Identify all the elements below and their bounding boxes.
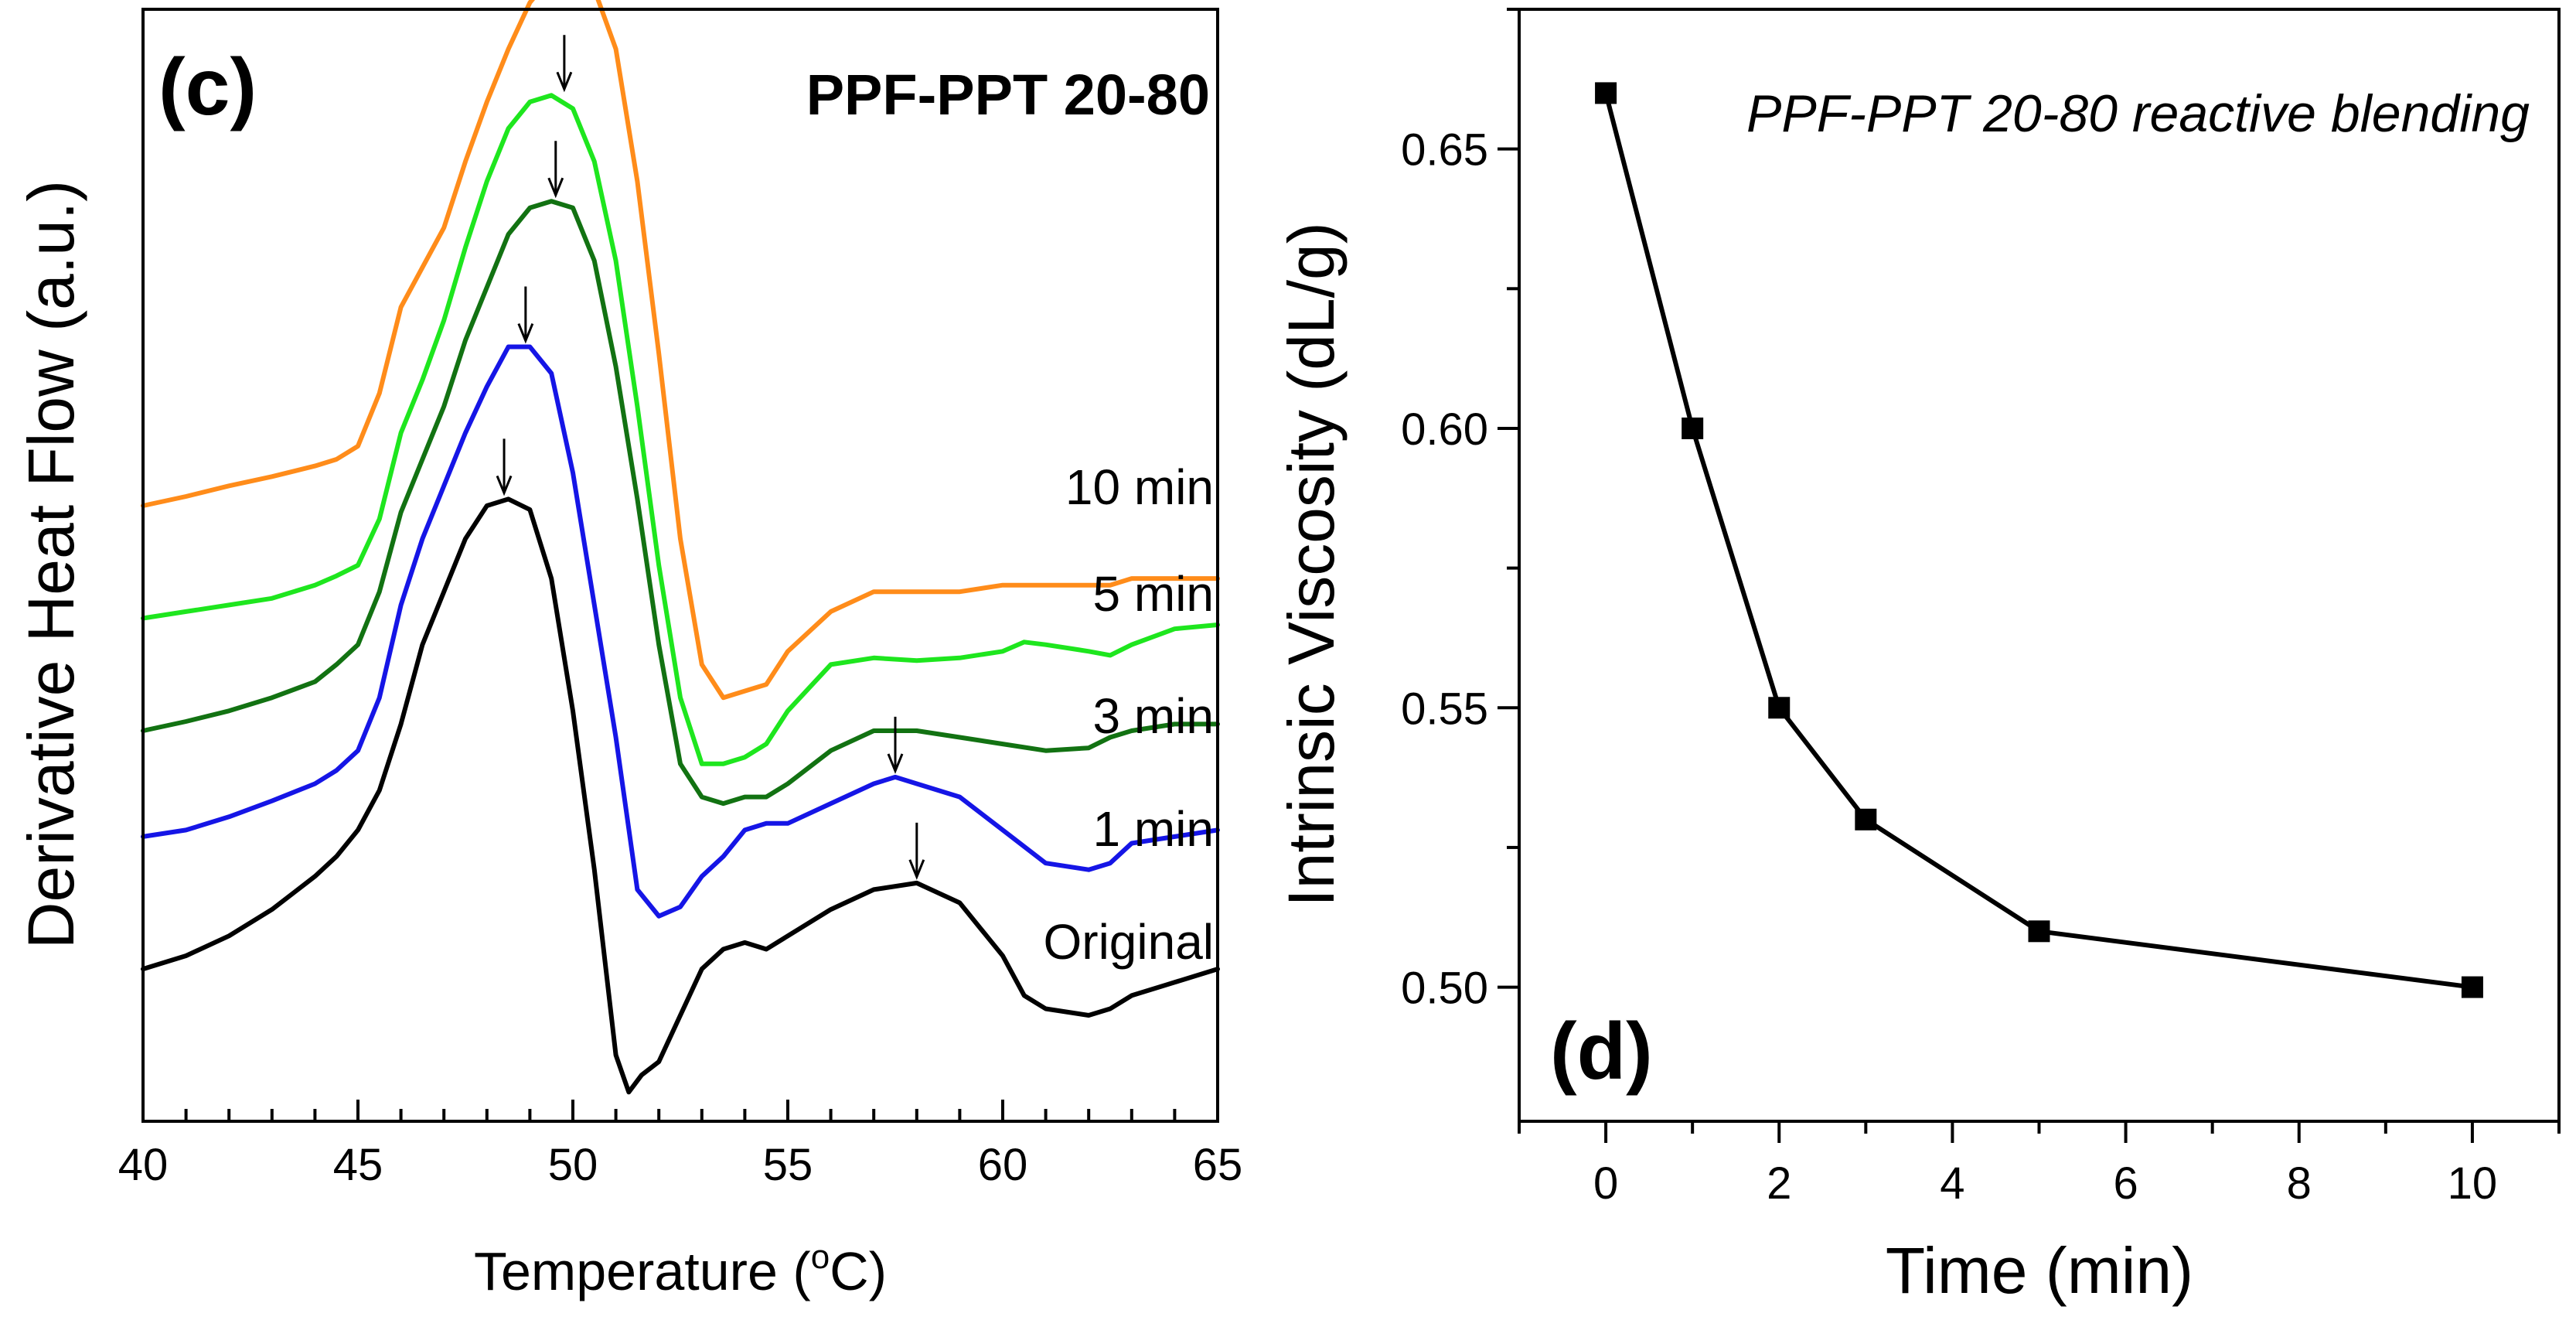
peak-arrow — [908, 822, 925, 880]
dsc-x-axis-title-unit: C) — [830, 1241, 887, 1301]
peak-arrow — [517, 286, 534, 344]
dsc-curve-3-min — [141, 199, 1220, 807]
time-tick-label: 0 — [1593, 1158, 1618, 1209]
viscosity-tick-label: 0.55 — [1401, 684, 1488, 734]
curve-label-original: Original — [1043, 914, 1214, 970]
time-tick-label: 6 — [2113, 1158, 2138, 1209]
peak-arrow — [887, 716, 904, 774]
dsc-plot-frame — [141, 8, 1219, 1123]
viscosity-panel-label: (d) — [1550, 1007, 1653, 1097]
dsc-x-ticks: 40 45 50 55 60 65 — [118, 1100, 1243, 1190]
viscosity-point — [1855, 808, 1877, 831]
curve-label-5min: 5 min — [1093, 566, 1215, 622]
dsc-curve-5-min — [141, 93, 1220, 766]
viscosity-point — [2028, 920, 2050, 943]
curve-label-10min: 10 min — [1065, 459, 1214, 515]
viscosity-point — [1682, 417, 1704, 439]
viscosity-line — [1603, 90, 2475, 990]
dsc-curve-original — [141, 496, 1220, 1095]
dsc-chart-panel: 40 45 50 55 60 65 (c) PPF-PPT 20-80 10 min 5 … — [15, 0, 1242, 1301]
dsc-x-tick-label: 50 — [548, 1140, 598, 1190]
viscosity-point — [1595, 82, 1617, 104]
dsc-panel-label: (c) — [158, 43, 257, 132]
dsc-x-tick-label: 65 — [1193, 1140, 1243, 1190]
dsc-x-axis-title: Temperature (oC) — [474, 1238, 887, 1301]
dsc-x-tick-label: 40 — [118, 1140, 169, 1190]
dsc-y-axis-title: Derivative Heat Flow (a.u.) — [15, 180, 87, 949]
curve-label-1min: 1 min — [1093, 801, 1215, 857]
dsc-curve-10-min — [141, 0, 1220, 701]
viscosity-tick-label: 0.60 — [1401, 404, 1488, 455]
dsc-x-axis-title-degree: o — [811, 1238, 830, 1276]
dsc-chart-title: PPF-PPT 20-80 — [806, 63, 1210, 127]
viscosity-y-axis-title: Intrinsic Viscosity (dL/g) — [1275, 222, 1348, 906]
time-tick-label: 4 — [1940, 1158, 1964, 1209]
viscosity-ticks: 0 2 4 6 8 10 0.50 0.55 0.60 0.65 — [1401, 8, 2561, 1209]
dsc-curves — [141, 0, 1220, 1095]
viscosity-chart-title: PPF-PPT 20-80 reactive blending — [1746, 84, 2530, 143]
curve-label-3min: 3 min — [1093, 688, 1215, 744]
viscosity-plot-frame — [1518, 8, 2561, 1123]
time-tick-label: 2 — [1767, 1158, 1791, 1209]
viscosity-tick-label: 0.50 — [1401, 964, 1488, 1014]
dsc-curve-1-min — [141, 344, 1220, 919]
peak-arrow — [496, 438, 513, 496]
viscosity-x-axis-title: Time (min) — [1886, 1234, 2193, 1307]
peak-arrow — [547, 141, 564, 199]
viscosity-point — [1768, 697, 1791, 719]
dsc-x-tick-label: 45 — [333, 1140, 383, 1190]
time-tick-label: 8 — [2287, 1158, 2312, 1209]
peak-arrows — [496, 35, 925, 880]
peak-arrow — [556, 35, 573, 93]
dsc-x-axis-title-main: Temperature ( — [474, 1241, 811, 1301]
viscosity-series — [1595, 82, 2483, 998]
viscosity-tick-label: 0.65 — [1401, 125, 1488, 176]
viscosity-chart-panel: 0 2 4 6 8 10 0.50 0.55 0.60 0.65 PPF-PPT 20-80 re… — [1275, 8, 2561, 1307]
dsc-x-tick-label: 60 — [978, 1140, 1028, 1190]
viscosity-point — [2461, 976, 2483, 998]
time-tick-label: 10 — [2448, 1158, 2498, 1209]
dsc-x-tick-label: 55 — [763, 1140, 813, 1190]
